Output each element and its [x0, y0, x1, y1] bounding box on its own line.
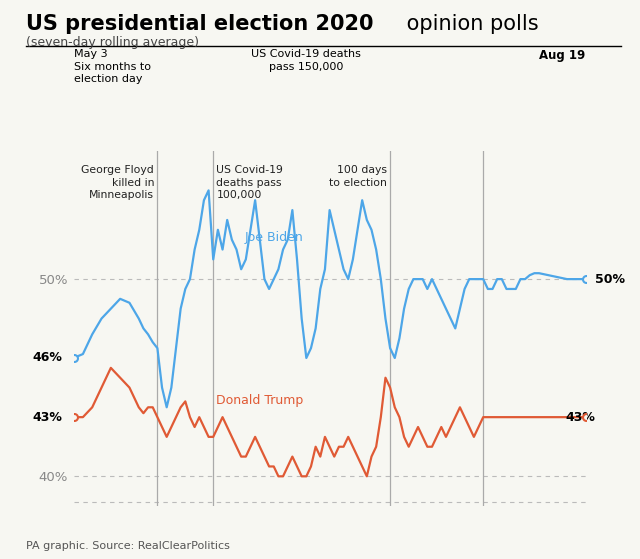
Text: 43%: 43%	[565, 411, 595, 424]
Text: George Floyd
killed in
Minneapolis: George Floyd killed in Minneapolis	[81, 165, 154, 200]
Text: (seven-day rolling average): (seven-day rolling average)	[26, 36, 198, 49]
Text: 50%: 50%	[595, 273, 625, 286]
Text: 100 days
to election: 100 days to election	[329, 165, 387, 187]
Text: US presidential election 2020: US presidential election 2020	[26, 14, 373, 34]
Text: Donald Trump: Donald Trump	[216, 394, 303, 408]
Text: US Covid-19
deaths pass
100,000: US Covid-19 deaths pass 100,000	[216, 165, 284, 200]
Text: 43%: 43%	[32, 411, 62, 424]
Text: May 3
Six months to
election day: May 3 Six months to election day	[74, 49, 150, 84]
Text: 46%: 46%	[32, 352, 62, 364]
Text: opinion polls: opinion polls	[400, 14, 539, 34]
Text: PA graphic. Source: RealClearPolitics: PA graphic. Source: RealClearPolitics	[26, 541, 230, 551]
Text: Aug 19: Aug 19	[540, 49, 586, 62]
Text: US Covid-19 deaths
pass 150,000: US Covid-19 deaths pass 150,000	[252, 49, 361, 72]
Text: Joe Biden: Joe Biden	[244, 231, 303, 244]
